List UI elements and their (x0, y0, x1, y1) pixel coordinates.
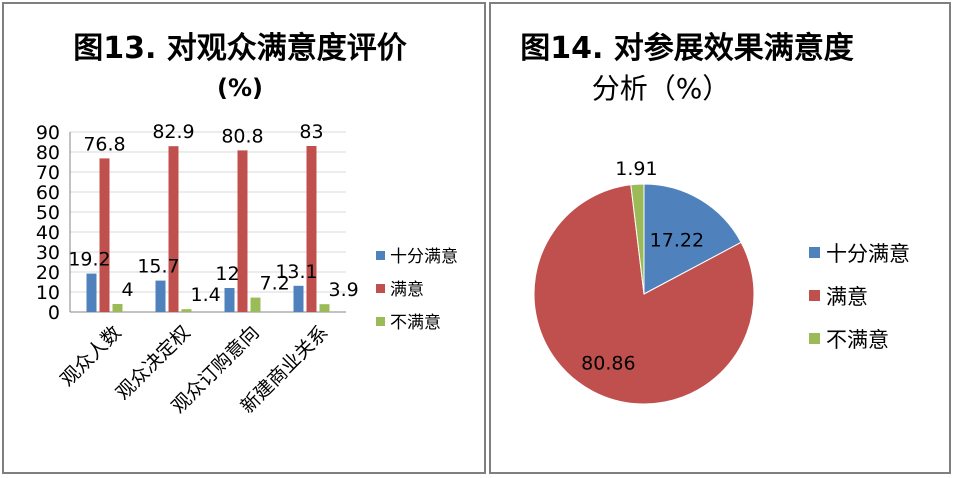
bar (181, 309, 192, 312)
bar (237, 150, 248, 312)
bar (250, 297, 261, 312)
data-label: 1.4 (191, 284, 221, 306)
bar (224, 288, 235, 312)
y-tick-label: 90 (36, 122, 60, 144)
bar-chart-title: 图13. 对观众满意度评价 (73, 31, 407, 66)
y-tick-label: 70 (36, 162, 60, 184)
pie-chart-title-unit: 分析（%） (592, 72, 731, 105)
legend-swatch (809, 333, 820, 344)
y-tick-label: 0 (48, 302, 60, 324)
y-tick-label: 60 (36, 182, 60, 204)
y-tick-label: 10 (36, 282, 60, 304)
data-label: 76.8 (83, 133, 125, 155)
legend-swatch (809, 290, 820, 301)
data-label: 13.1 (275, 261, 317, 283)
pie-slice (630, 183, 645, 295)
pie-data-label: 17.22 (650, 229, 704, 251)
y-tick-label: 80 (36, 142, 60, 164)
legend-label: 不满意 (390, 313, 441, 333)
legend-label: 十分满意 (390, 247, 458, 267)
category-label: 观众人数 (56, 322, 125, 391)
data-label: 19.2 (68, 249, 110, 271)
bar (112, 304, 123, 312)
legend-label: 满意 (826, 285, 868, 309)
bar (306, 146, 317, 312)
data-label: 3.9 (329, 279, 359, 301)
legend-swatch (376, 317, 385, 326)
legend-label: 不满意 (826, 328, 889, 352)
legend-swatch (376, 284, 385, 293)
data-label: 82.9 (152, 121, 194, 143)
bar (293, 285, 304, 312)
bar (168, 146, 179, 312)
pie-chart-panel: 图14. 对参展效果满意度 分析（%） 17.22 80.86 1.91 十分满意满意… (489, 2, 951, 474)
bar (319, 304, 330, 312)
pie-slice (533, 184, 755, 405)
data-label: 83 (299, 121, 323, 143)
legend-swatch (809, 247, 820, 258)
y-tick-label: 30 (36, 242, 60, 264)
bar-chart-title-unit: (%) (217, 74, 263, 102)
y-tick-label: 20 (36, 262, 60, 284)
bar (155, 280, 166, 312)
pie-data-label: 1.91 (615, 158, 657, 180)
y-tick-label: 40 (36, 222, 60, 244)
bar-chart-panel: 图13. 对观众满意度评价 (%) 0 10 20 30 40 50 60 70 80 90 19.… (2, 2, 486, 474)
data-label: 4 (122, 279, 134, 301)
pie-data-label: 80.86 (581, 352, 635, 374)
legend-label: 满意 (390, 280, 424, 300)
pie-slice (643, 183, 742, 295)
bar (99, 158, 110, 312)
bar (86, 273, 97, 312)
y-tick-label: 50 (36, 202, 60, 224)
pie-chart-title: 图14. 对参展效果满意度 (520, 31, 854, 66)
data-label: 12 (215, 263, 239, 285)
data-label: 80.8 (221, 125, 263, 147)
data-label: 15.7 (137, 256, 179, 278)
pie-chart: 图14. 对参展效果满意度 分析（%） 17.22 80.86 1.91 十分满意满意… (520, 31, 910, 405)
data-label: 7.2 (260, 273, 290, 295)
legend-label: 十分满意 (826, 242, 910, 266)
legend-swatch (376, 251, 385, 260)
